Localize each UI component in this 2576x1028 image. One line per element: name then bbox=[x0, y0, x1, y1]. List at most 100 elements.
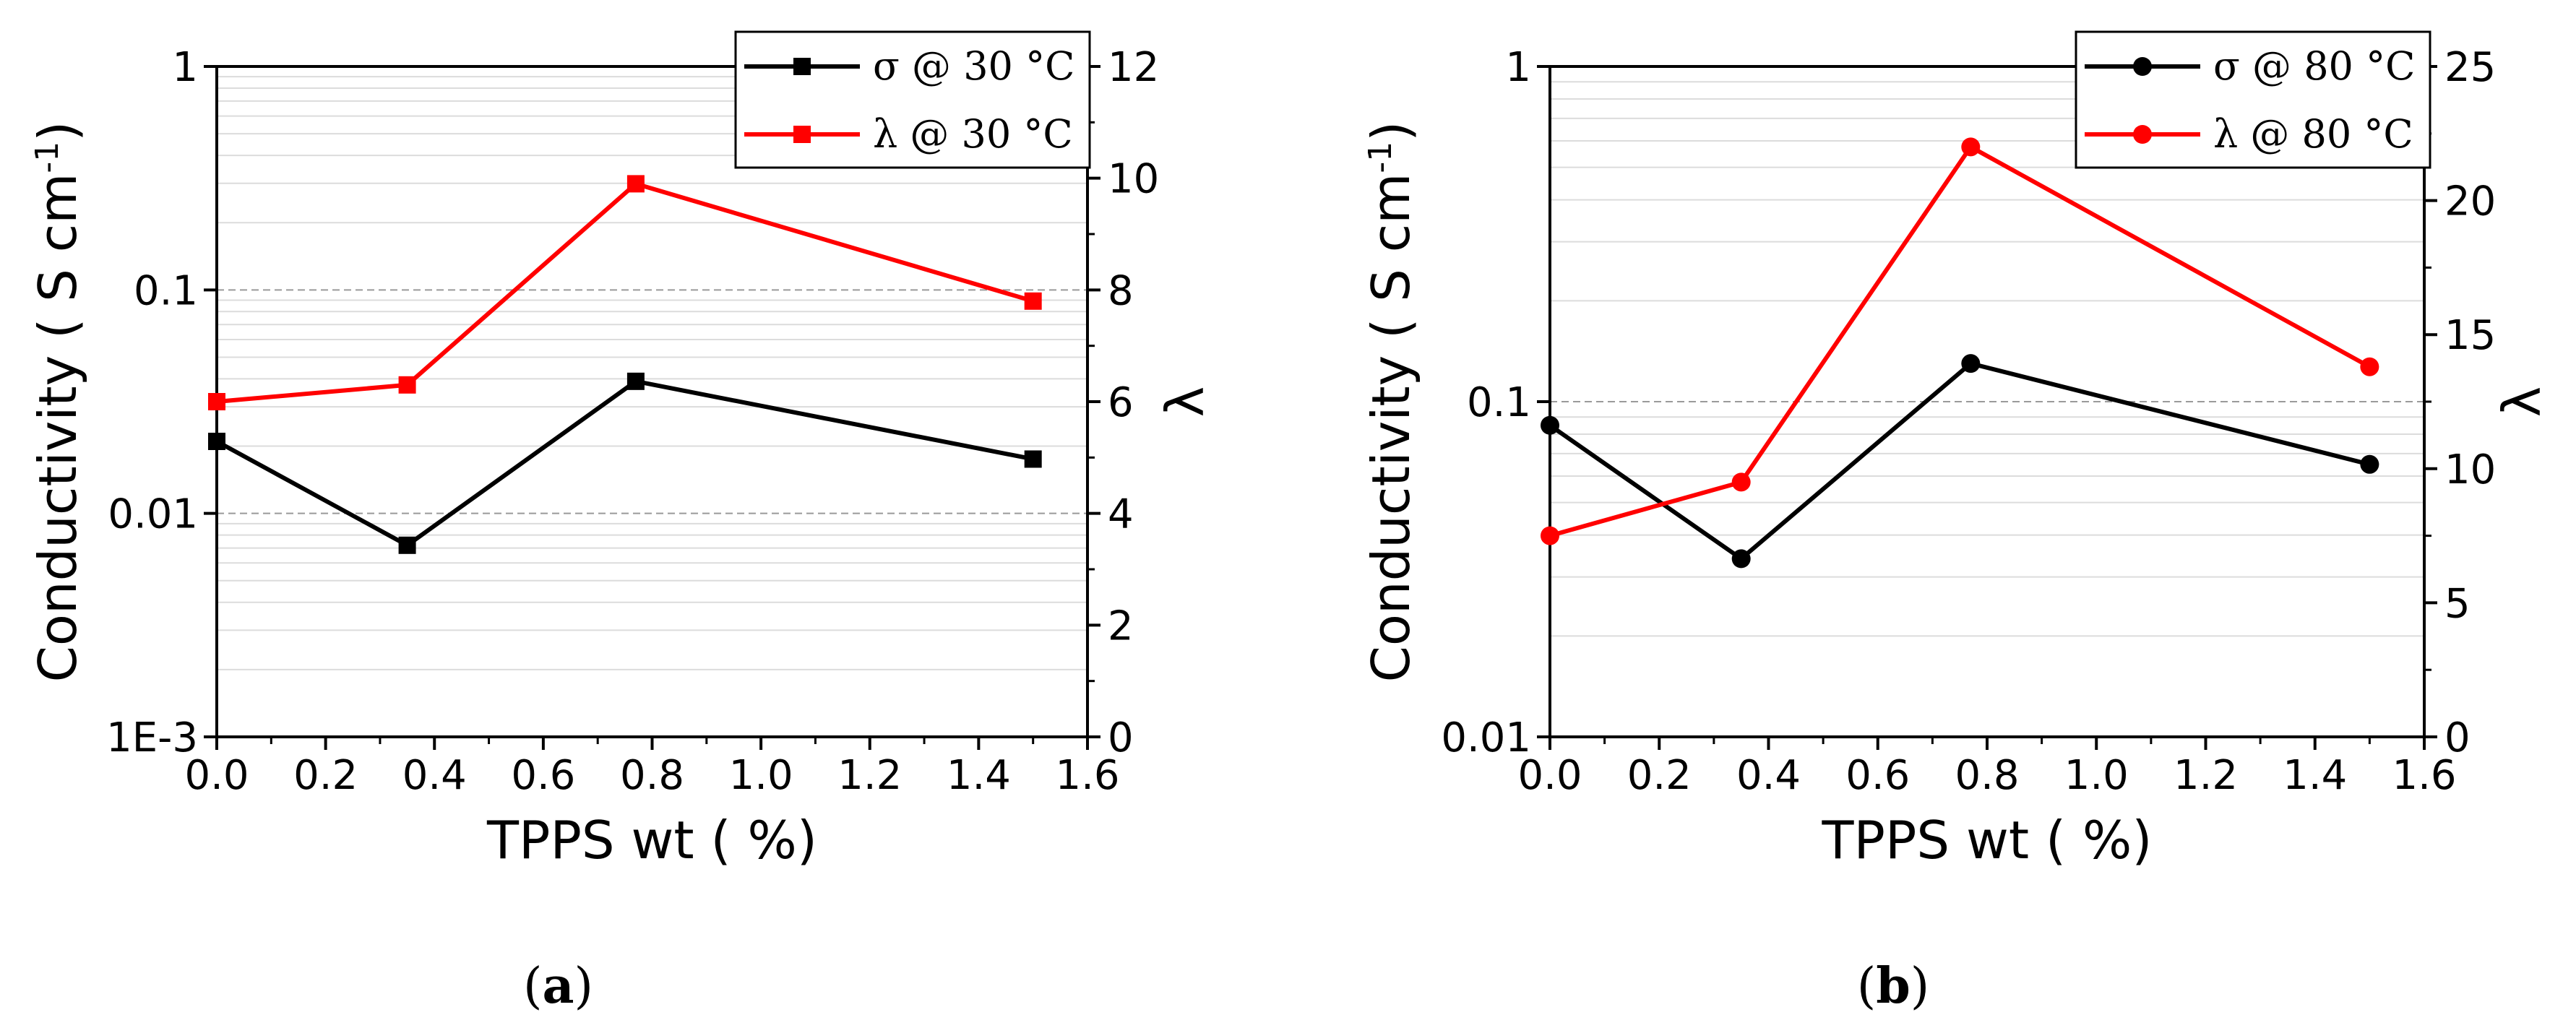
data-point bbox=[398, 536, 416, 554]
x-tick-label: 1.6 bbox=[2392, 752, 2456, 799]
panel-label-open: ( bbox=[523, 958, 543, 1015]
y-right-axis-title: λ bbox=[1155, 386, 1215, 418]
y-axis-left: 1E-3 0.01 0.1 1 bbox=[106, 44, 217, 761]
grid bbox=[217, 76, 1087, 670]
data-point bbox=[398, 376, 416, 394]
y-left-axis-title-close: ) bbox=[27, 121, 88, 142]
data-point bbox=[2360, 357, 2379, 376]
y-right-tick-label: 10 bbox=[1108, 156, 1159, 203]
series-2 bbox=[1541, 137, 2379, 545]
y-right-tick-label: 10 bbox=[2444, 446, 2496, 493]
data-point bbox=[1024, 450, 1042, 468]
series-line bbox=[215, 379, 1034, 548]
panel-label-letter: b bbox=[1876, 957, 1911, 1015]
y-axis-right: 0 5 10 15 20 25 bbox=[2424, 44, 2496, 761]
x-tick-label: 1.4 bbox=[2283, 752, 2347, 799]
legend-marker bbox=[793, 58, 811, 75]
y-right-tick-label: 4 bbox=[1108, 491, 1134, 538]
y-right-tick-label: 8 bbox=[1108, 267, 1134, 314]
legend-label: σ @ 30 °C bbox=[873, 43, 1074, 89]
series-line bbox=[1548, 360, 2371, 562]
y-right-tick-label: 12 bbox=[1108, 44, 1159, 91]
x-tick-label: 0.4 bbox=[402, 752, 467, 799]
y-left-tick-label: 0.1 bbox=[134, 267, 198, 314]
x-tick-label: 0.4 bbox=[1736, 752, 1801, 799]
legend-marker bbox=[2133, 57, 2152, 76]
y-right-tick-label: 0 bbox=[2444, 714, 2471, 761]
panel-label-open: ( bbox=[1857, 958, 1877, 1015]
panel-label-close: ) bbox=[1911, 958, 1930, 1015]
x-axis: 0.0 0.2 0.4 0.6 0.8 1.0 1.2 1.4 1.6 bbox=[1517, 737, 2457, 799]
panel-label: (a) bbox=[523, 957, 593, 1015]
y-right-tick-label: 6 bbox=[1108, 379, 1134, 426]
y-left-tick-label: 0.01 bbox=[108, 491, 198, 538]
y-right-tick-label: 20 bbox=[2444, 178, 2496, 225]
panel-label: (b) bbox=[1857, 957, 1930, 1015]
panel-label-close: ) bbox=[574, 958, 594, 1015]
data-point bbox=[1961, 137, 1981, 157]
y-left-tick-label: 1 bbox=[1505, 44, 1531, 91]
y-left-axis-title-close: ) bbox=[1361, 121, 1421, 142]
legend-label: σ @ 80 °C bbox=[2213, 43, 2415, 89]
data-point bbox=[626, 372, 645, 390]
legend-box bbox=[2075, 30, 2431, 169]
series-line bbox=[216, 181, 1034, 404]
legend-label: λ @ 30 °C bbox=[873, 111, 1073, 157]
legend-marker bbox=[793, 126, 811, 143]
panel-a: 0.0 0.2 0.4 0.6 0.8 1.0 1.2 1.4 1.61E-30.010.110… bbox=[27, 30, 1215, 1015]
legend-marker bbox=[2133, 125, 2152, 144]
data-point bbox=[626, 175, 645, 193]
y-left-axis-title: Conductivity ( S cm-1) bbox=[1361, 121, 1421, 683]
y-left-axis-title: Conductivity ( S cm-1) bbox=[27, 121, 88, 683]
x-tick-label: 1.2 bbox=[2174, 752, 2238, 799]
y-right-axis-title: λ bbox=[2491, 386, 2552, 418]
series-1 bbox=[1541, 354, 2379, 569]
y-left-axis-title-superscript: -1 bbox=[29, 142, 66, 173]
x-tick-label: 0.0 bbox=[184, 752, 249, 799]
x-axis: 0.0 0.2 0.4 0.6 0.8 1.0 1.2 1.4 1.6 bbox=[184, 737, 1120, 799]
legend-label: λ @ 80 °C bbox=[2213, 111, 2413, 157]
data-point bbox=[208, 432, 225, 450]
data-point bbox=[208, 393, 225, 410]
y-right-tick-label: 15 bbox=[2444, 312, 2496, 359]
x-tick-label: 0.6 bbox=[1845, 752, 1910, 799]
y-left-tick-label: 1E-3 bbox=[106, 714, 198, 761]
legend: σ @ 30 °C λ @ 30 °C bbox=[734, 30, 1091, 169]
data-point bbox=[1961, 354, 1981, 373]
x-tick-label: 0.2 bbox=[293, 752, 358, 799]
x-tick-label: 0.6 bbox=[511, 752, 575, 799]
x-tick-label: 1.0 bbox=[2064, 752, 2129, 799]
x-axis-title: TPPS wt ( %) bbox=[1822, 810, 2153, 871]
y-left-tick-label: 1 bbox=[172, 44, 198, 91]
x-tick-label: 1.4 bbox=[947, 752, 1011, 799]
y-left-tick-label: 0.01 bbox=[1441, 714, 1531, 761]
data-point bbox=[1731, 472, 1751, 492]
x-tick-label: 1.2 bbox=[837, 752, 902, 799]
y-right-tick-label: 5 bbox=[2444, 580, 2471, 627]
data-point bbox=[1731, 549, 1751, 569]
data-point bbox=[1541, 526, 1559, 545]
x-axis-title: TPPS wt ( %) bbox=[486, 810, 817, 871]
y-axis-right: 0 2 4 6 8 10 12 bbox=[1087, 44, 1159, 761]
series-1 bbox=[208, 372, 1042, 554]
legend-box bbox=[734, 30, 1091, 169]
y-left-axis-title-superscript: -1 bbox=[1362, 142, 1399, 173]
panel-b: 0.0 0.2 0.4 0.6 0.8 1.0 1.2 1.4 1.60.010.1105101… bbox=[1361, 30, 2552, 1015]
x-tick-label: 1.6 bbox=[1055, 752, 1119, 799]
x-tick-label: 0.8 bbox=[1955, 752, 2019, 799]
legend: σ @ 80 °C λ @ 80 °C bbox=[2075, 30, 2431, 169]
y-right-tick-label: 2 bbox=[1108, 602, 1134, 649]
data-point bbox=[2360, 454, 2379, 474]
y-axis-left: 0.01 0.1 1 bbox=[1441, 44, 1550, 761]
y-right-tick-label: 25 bbox=[2444, 44, 2496, 91]
data-point bbox=[1024, 292, 1042, 310]
series-2 bbox=[208, 175, 1042, 410]
y-left-tick-label: 0.1 bbox=[1467, 379, 1531, 426]
series-line bbox=[1549, 144, 2371, 538]
panel-label-letter: a bbox=[542, 957, 574, 1015]
x-tick-label: 0.2 bbox=[1627, 752, 1692, 799]
x-tick-label: 0.0 bbox=[1517, 752, 1582, 799]
x-tick-label: 1.0 bbox=[729, 752, 793, 799]
y-right-tick-label: 0 bbox=[1108, 714, 1134, 761]
